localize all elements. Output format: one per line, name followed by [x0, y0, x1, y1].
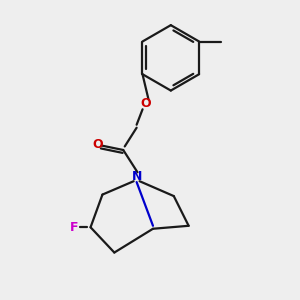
Text: F: F — [70, 221, 79, 234]
Text: O: O — [93, 138, 103, 151]
Text: O: O — [140, 98, 151, 110]
Text: N: N — [131, 170, 142, 183]
